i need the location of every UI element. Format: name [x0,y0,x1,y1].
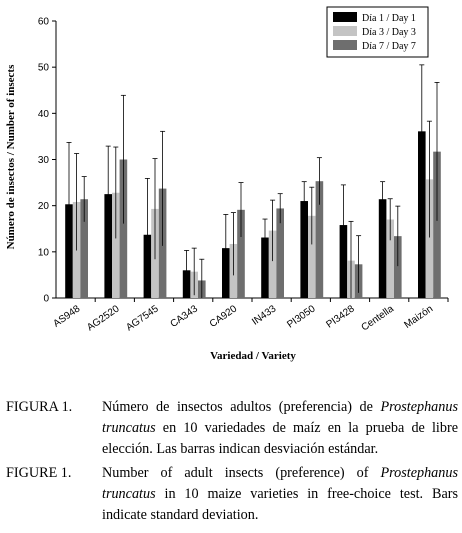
caption-en-label: FIGURE 1. [6,465,72,481]
bar [378,199,387,298]
x-tick-labels: AS948 AG2520 AG7545 CA343 CA920 IN433 PI3050 PI… [51,303,435,333]
x-tick-label: PI3428 [324,303,357,330]
legend-swatch [333,12,357,22]
x-tick-label: AG2520 [85,303,122,333]
x-tick-label: CA343 [169,303,201,330]
legend-swatch [333,26,357,36]
caption-en-species: Prostephanus truncatus [102,465,458,502]
caption-es-suffix: en 10 variedades de maíz en la prueba de… [102,420,458,457]
bar [119,159,128,298]
legend-label: Día 7 / Day 7 [362,41,416,52]
x-tick-label: IN433 [250,303,279,328]
caption-english: FIGURE 1. Number of adult insects (prefe… [6,463,458,526]
caption-en-text: Number of adult insects (preference) of … [102,463,458,526]
bar [300,201,308,298]
caption-es-text: Número de insectos adultos (preferencia)… [102,397,458,460]
bar [315,181,324,298]
x-tick-label: AG7545 [124,303,161,333]
x-tick-label: Maizón [402,303,435,331]
bar [425,179,434,298]
bar [386,219,394,298]
y-tick-label: 30 [38,155,50,166]
bar-chart: AS948 AG2520 AG7545 CA343 CA920 IN433 PI3050 PI… [5,6,449,362]
y-tick-label: 40 [38,109,50,120]
caption-spanish: FIGURA 1. Número de insectos adultos (pr… [6,397,458,460]
x-tick-label: PI3050 [285,303,318,330]
y-tick-label: 0 [43,294,49,305]
y-tick-label: 10 [38,247,50,258]
bar [112,192,120,298]
caption-es-label: FIGURA 1. [6,399,73,415]
x-tick-label: CA920 [208,303,240,330]
bar [80,199,88,298]
x-tick-label: Centella [360,303,397,333]
legend: Día 1 / Day 1 Día 3 / Day 3 Día 7 / Day 7 [326,6,429,58]
x-tick-label: AS948 [51,303,82,329]
caption-en-suffix: in 10 maize varieties in free-choice tes… [102,486,458,523]
y-tick-label: 60 [38,17,50,28]
legend-swatch [333,40,357,50]
chart-bars [65,131,441,298]
bar [433,151,441,298]
legend-label: Día 1 / Day 1 [362,13,416,24]
chart-error-bars [66,64,440,298]
bar [261,237,269,298]
bar [276,208,284,298]
bar [308,215,316,298]
bar [394,236,402,298]
bar [268,230,277,298]
bar [237,209,245,298]
caption-es-prefix: Número de insectos adultos (preferencia)… [102,399,381,415]
y-tick-labels: 0 10 20 30 40 50 60 [38,17,50,305]
y-tick-label: 20 [38,201,50,212]
bar [104,194,112,298]
x-axis-label: Variedad / Variety [210,350,296,362]
y-tick-label: 50 [38,63,50,74]
legend-label: Día 3 / Day 3 [362,27,416,38]
caption-es-species: Prostephanus truncatus [102,399,458,436]
caption-en-prefix: Number of adult insects (preference) of [102,465,381,481]
bar [418,131,426,298]
y-axis-label: Número de insectos / Number of insects [5,64,17,249]
